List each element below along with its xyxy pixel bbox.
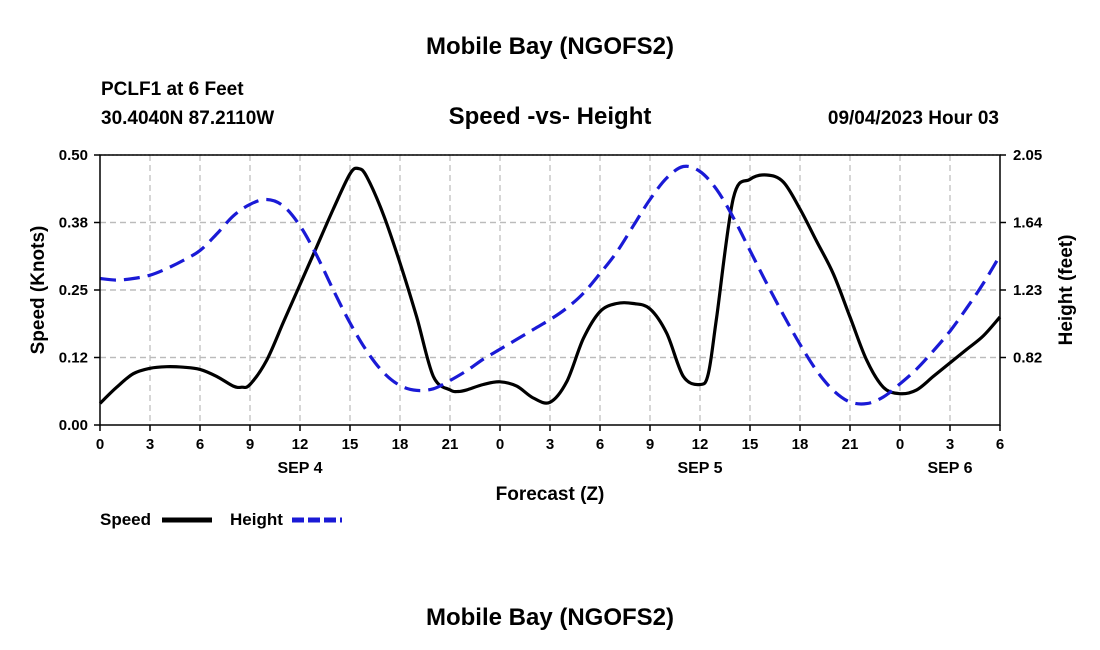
x-tick-label: 9 — [646, 436, 654, 453]
x-tick-label: 12 — [692, 436, 709, 453]
chart-title: Mobile Bay (NGOFS2) — [426, 33, 674, 60]
x-tick-label: 15 — [742, 436, 759, 453]
x-tick-label: 12 — [292, 436, 309, 453]
x-tick-label: 21 — [842, 436, 859, 453]
x-tick-label: 6 — [996, 436, 1004, 453]
date-label: SEP 4 — [277, 460, 322, 477]
x-tick-label: 0 — [96, 436, 104, 453]
x-tick-label: 0 — [496, 436, 504, 453]
x-tick-label: 18 — [392, 436, 409, 453]
location-label: 30.4040N 87.2110W — [101, 108, 274, 129]
x-tick-label: 9 — [246, 436, 254, 453]
x-tick-label: 3 — [546, 436, 554, 453]
series-layer — [98, 164, 1002, 406]
y-left-tick-label: 0.12 — [59, 350, 88, 367]
x-tick-label: 3 — [946, 436, 954, 453]
x-tick-label: 6 — [196, 436, 204, 453]
y-right-tick-label: 2.05 — [1013, 147, 1042, 164]
date-label: SEP 5 — [677, 460, 722, 477]
y-left-tick-label: 0.50 — [59, 147, 88, 164]
y-left-tick-label: 0.25 — [59, 282, 88, 299]
series-line-speed — [98, 166, 1002, 405]
legend: Speed Height — [100, 510, 342, 529]
y-axis-right-label: Height (feet) — [1056, 235, 1077, 346]
chart-subtitle: Speed -vs- Height — [449, 103, 652, 130]
y-axis-left-label: Speed (Knots) — [28, 226, 49, 355]
y-left-tick-label: 0.00 — [59, 417, 88, 434]
axes: 0 3 6 9 12 15 18 21 0 3 6 9 12 15 18 21 0 3 6 SEP 4 SEP 5 SEP… — [59, 147, 1043, 477]
grid — [100, 154, 1000, 425]
series-line-height — [99, 164, 1002, 406]
x-tick-label: 0 — [896, 436, 904, 453]
date-label: SEP 6 — [927, 460, 972, 477]
y-right-tick-label: 1.23 — [1013, 282, 1042, 299]
y-right-tick-label: 1.64 — [1013, 215, 1043, 232]
y-left-tick-label: 0.38 — [59, 215, 88, 232]
x-tick-label: 21 — [442, 436, 459, 453]
station-label: PCLF1 at 6 Feet — [101, 79, 244, 100]
x-tick-label: 15 — [342, 436, 359, 453]
legend-height-label: Height — [230, 510, 283, 529]
legend-speed-label: Speed — [100, 510, 151, 529]
y-right-tick-label: 0.82 — [1013, 350, 1042, 367]
datetime-label: 09/04/2023 Hour 03 — [828, 108, 999, 129]
x-axis-label: Forecast (Z) — [496, 484, 605, 505]
footer-title: Mobile Bay (NGOFS2) — [426, 604, 674, 631]
x-tick-label: 18 — [792, 436, 809, 453]
x-tick-label: 3 — [146, 436, 154, 453]
x-tick-label: 6 — [596, 436, 604, 453]
